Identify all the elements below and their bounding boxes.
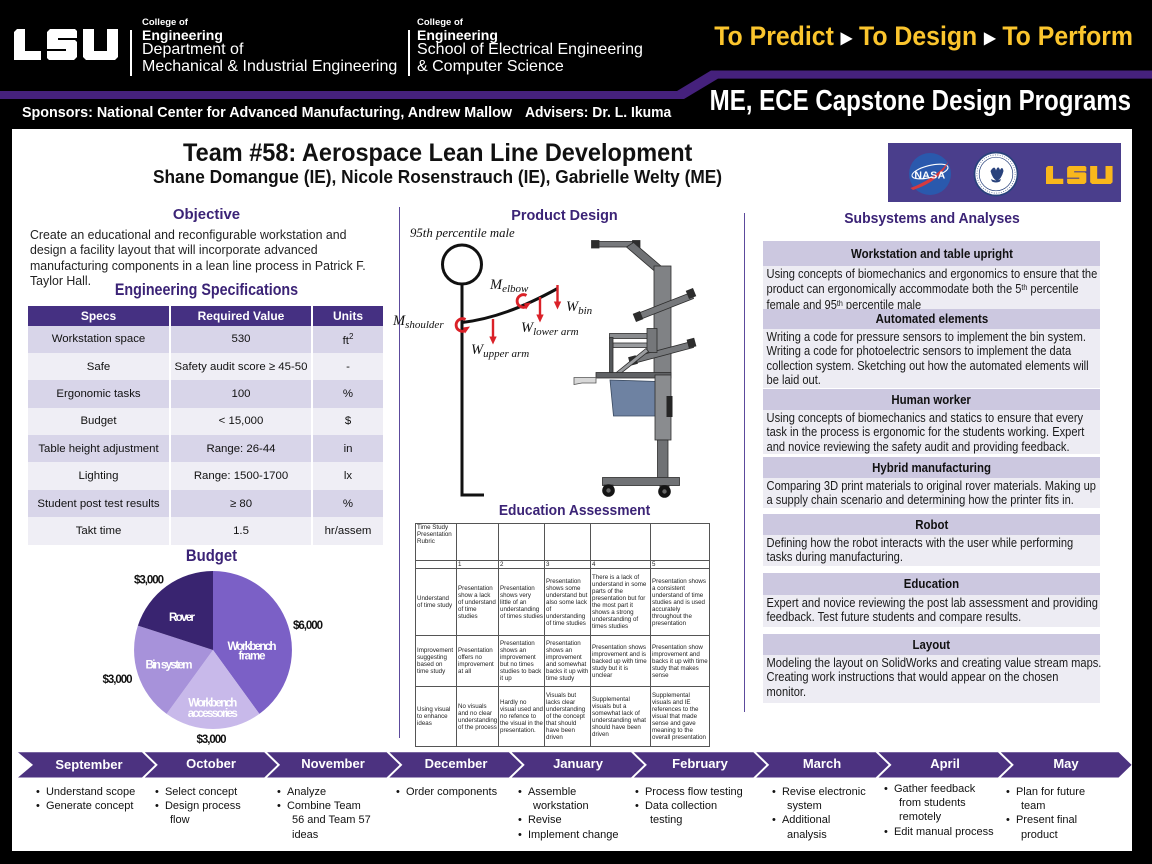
svg-text:Rover: Rover <box>169 612 196 624</box>
svg-text:accessories: accessories <box>188 708 238 720</box>
svg-text:Melbow: Melbow <box>489 277 529 295</box>
svg-text:Wlower arm: Wlower arm <box>521 320 579 338</box>
svg-text:Workbench: Workbench <box>228 641 277 653</box>
svg-text:Mshoulder: Mshoulder <box>392 313 444 331</box>
svg-text:Bin system: Bin system <box>146 660 193 672</box>
svg-text:NASA: NASA <box>914 170 945 182</box>
svg-text:Wupper arm: Wupper arm <box>471 342 529 360</box>
svg-text:$3,000: $3,000 <box>197 734 227 746</box>
svg-text:95th percentile male: 95th percentile male <box>410 226 515 240</box>
svg-text:frame: frame <box>239 651 266 663</box>
svg-text:Wbin: Wbin <box>566 299 593 317</box>
svg-text:Workbench: Workbench <box>188 698 237 710</box>
svg-text:$6,000: $6,000 <box>293 620 323 632</box>
svg-text:$3,000: $3,000 <box>103 674 133 686</box>
svg-text:$3,000: $3,000 <box>134 575 164 587</box>
